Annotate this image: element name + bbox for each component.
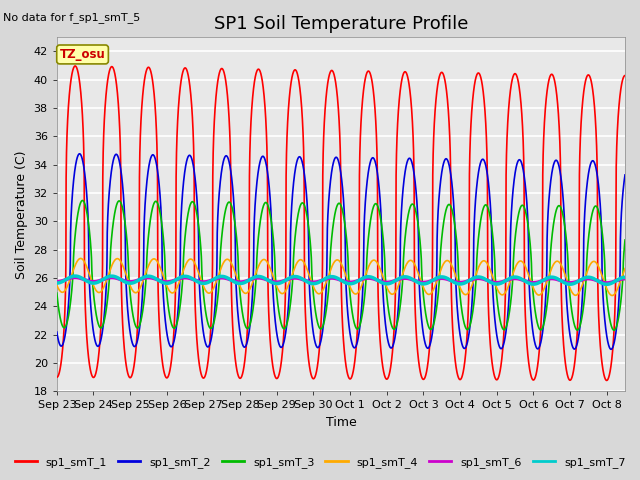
Legend: sp1_smT_1, sp1_smT_2, sp1_smT_3, sp1_smT_4, sp1_smT_6, sp1_smT_7: sp1_smT_1, sp1_smT_2, sp1_smT_3, sp1_smT… (10, 452, 630, 472)
X-axis label: Time: Time (326, 416, 356, 429)
Y-axis label: Soil Temperature (C): Soil Temperature (C) (15, 150, 28, 278)
Title: SP1 Soil Temperature Profile: SP1 Soil Temperature Profile (214, 15, 468, 33)
Text: No data for f_sp1_smT_5: No data for f_sp1_smT_5 (3, 12, 140, 23)
Text: TZ_osu: TZ_osu (60, 48, 106, 61)
